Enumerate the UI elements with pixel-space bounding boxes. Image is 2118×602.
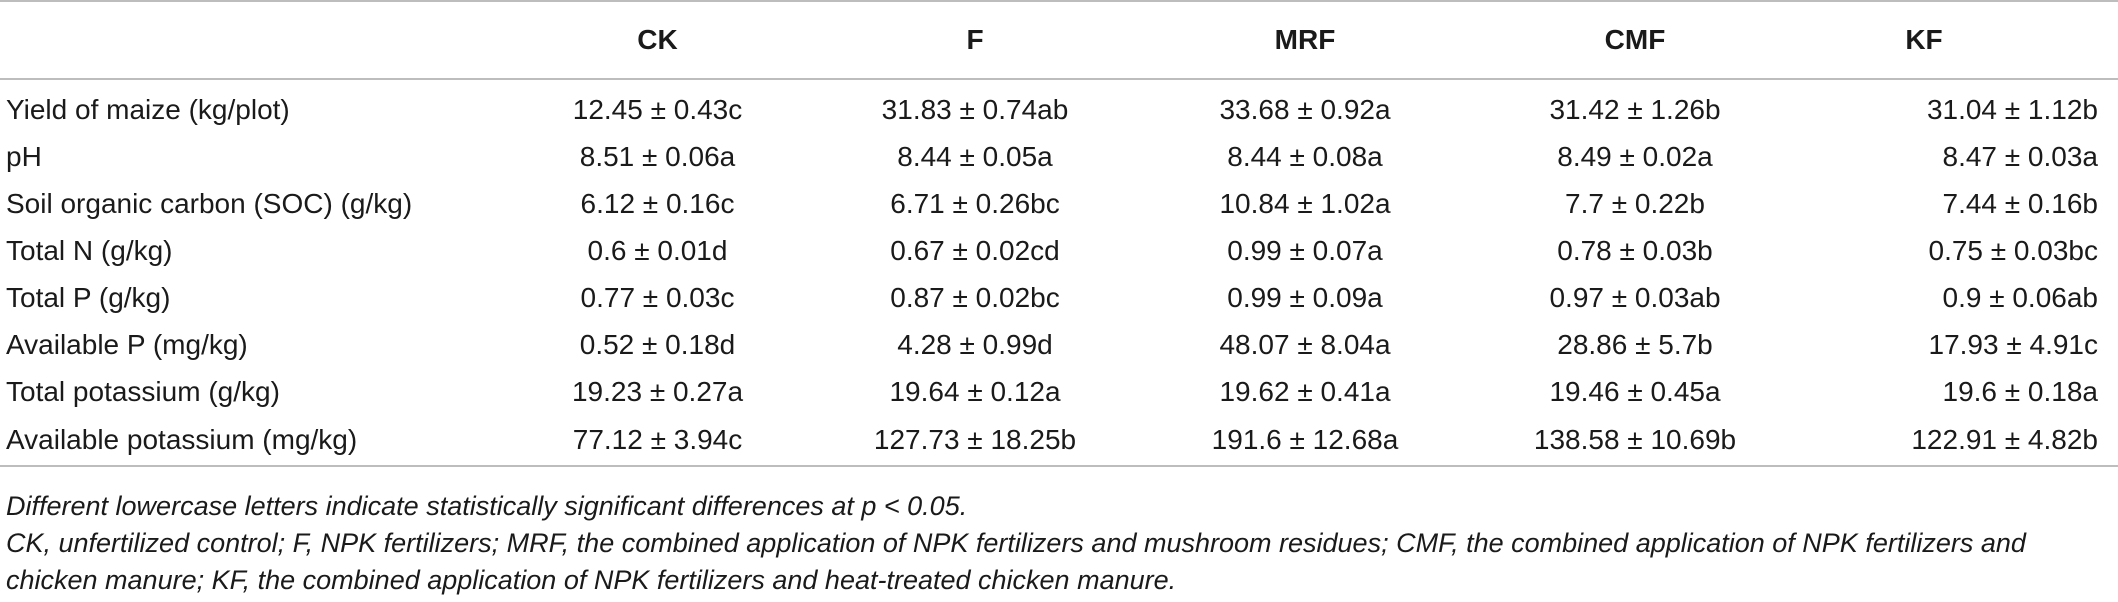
row-label: Available potassium (mg/kg) (0, 415, 505, 467)
row-label: Available P (mg/kg) (6, 328, 248, 360)
cell-value: 8.49 ± 0.02a (1557, 140, 1713, 172)
cell-value: 0.99 ± 0.09a (1227, 281, 1383, 313)
cell-value: 4.28 ± 0.99d (897, 328, 1053, 360)
row-label: pH (6, 140, 42, 172)
cell-value: 31.04 ± 1.12b (1926, 93, 2098, 125)
table-row: Available potassium (mg/kg) 77.12 ± 3.94… (0, 415, 2118, 467)
cell-value: 127.73 ± 18.25b (810, 415, 1140, 467)
cell-value: 17.93 ± 4.91c (1928, 328, 2099, 360)
cell-value: 138.58 ± 10.69b (1470, 415, 1800, 467)
table-row: Soil organic carbon (SOC) (g/kg) 6.12 ± … (0, 180, 2118, 227)
table-row: Total potassium (g/kg) 19.23 ± 0.27a 19.… (0, 368, 2118, 415)
cell-value: 0.77 ± 0.03c (580, 281, 735, 313)
table-row: Total N (g/kg) 0.6 ± 0.01d 0.67 ± 0.02cd… (0, 227, 2118, 274)
row-label: Soil organic carbon (SOC) (g/kg) (6, 187, 413, 219)
cell-value: 19.23 ± 0.27a (571, 375, 744, 407)
cell-value: 0.75 ± 0.03bc (1928, 234, 2099, 266)
row-label: Total potassium (g/kg) (6, 375, 280, 407)
cell-value: 0.99 ± 0.07a (1227, 234, 1383, 266)
header-cell-cmf: CMF (1470, 0, 1800, 80)
cell-value: 6.71 ± 0.26bc (890, 187, 1060, 219)
cell-value: 6.12 ± 0.16c (580, 187, 735, 219)
cell-value: 19.46 ± 0.45a (1549, 375, 1721, 407)
cell-value: 0.67 ± 0.02cd (890, 234, 1060, 266)
table-header: CK F MRF CMF KF (0, 0, 2118, 80)
cell-value: 8.44 ± 0.05a (897, 140, 1053, 172)
cell-value: 19.6 ± 0.18a (1942, 375, 2099, 407)
cell-value: 0.6 ± 0.01d (587, 234, 728, 266)
cell-value: 0.87 ± 0.02bc (890, 281, 1060, 313)
cell-value: 48.07 ± 8.04a (1219, 328, 1391, 360)
header-cell-kf: KF (1800, 0, 2118, 80)
cell-value: 0.78 ± 0.03b (1557, 234, 1713, 266)
table-footnotes: Different lowercase letters indicate sta… (6, 488, 2106, 599)
cell-value: 8.51 ± 0.06a (579, 140, 736, 172)
header-cell-mrf: MRF (1140, 0, 1470, 80)
cell-value: 7.7 ± 0.22b (1565, 187, 1705, 219)
cell-value: 8.47 ± 0.03a (1942, 140, 2099, 172)
significance-note: Different lowercase letters indicate sta… (6, 491, 968, 521)
table-row: Yield of maize (kg/plot) 12.45 ± 0.43c 3… (0, 79, 2118, 133)
header-cell-empty (0, 0, 505, 80)
header-cell-f: F (810, 0, 1140, 80)
cell-value: 77.12 ± 3.94c (505, 415, 810, 467)
cell-value: 0.52 ± 0.18d (579, 328, 736, 360)
cell-value: 31.83 ± 0.74ab (881, 93, 1069, 125)
cell-value: 0.9 ± 0.06ab (1942, 281, 2099, 313)
cell-value: 28.86 ± 5.7b (1557, 328, 1713, 360)
cell-value: 10.84 ± 1.02a (1219, 187, 1391, 219)
cell-value: 0.97 ± 0.03ab (1549, 281, 1721, 313)
table-row: Available P (mg/kg) 0.52 ± 0.18d 4.28 ± … (0, 321, 2118, 368)
abbreviations-note: CK, unfertilized control; F, NPK fertili… (6, 528, 2026, 595)
row-label: Yield of maize (kg/plot) (6, 93, 290, 125)
cell-value: 12.45 ± 0.43c (572, 93, 743, 125)
table-row: Total P (g/kg) 0.77 ± 0.03c 0.87 ± 0.02b… (0, 274, 2118, 321)
cell-value: 19.64 ± 0.12a (889, 375, 1061, 407)
cell-value: 31.42 ± 1.26b (1549, 93, 1721, 125)
cell-value: 7.44 ± 0.16b (1942, 187, 2099, 219)
table-body: Yield of maize (kg/plot) 12.45 ± 0.43c 3… (0, 79, 2118, 467)
row-label: Total N (g/kg) (6, 234, 173, 266)
cell-value: 191.6 ± 12.68a (1140, 415, 1470, 467)
header-row: CK F MRF CMF KF (0, 0, 2118, 80)
header-cell-ck: CK (505, 0, 810, 80)
cell-value: 8.44 ± 0.08a (1227, 140, 1383, 172)
data-table: CK F MRF CMF KF Yield of maize (kg/plot)… (0, 0, 2118, 467)
row-label: Total P (g/kg) (6, 281, 171, 313)
cell-value: 19.62 ± 0.41a (1219, 375, 1391, 407)
cell-value: 122.91 ± 4.82b (1800, 415, 2118, 467)
cell-value: 33.68 ± 0.92a (1219, 93, 1391, 125)
table-row: pH 8.51 ± 0.06a 8.44 ± 0.05a 8.44 ± 0.08… (0, 133, 2118, 180)
